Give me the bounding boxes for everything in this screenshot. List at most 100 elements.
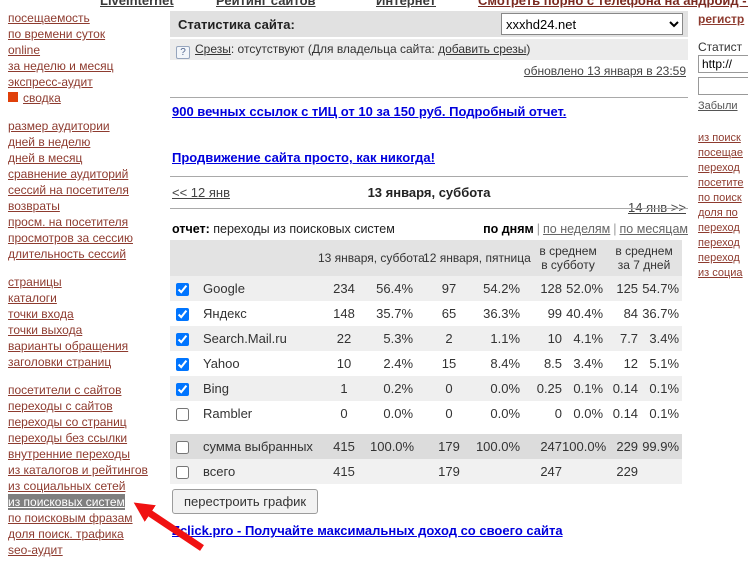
prev-day-link[interactable]: << 12 янв	[172, 185, 230, 200]
right-link[interactable]: переход	[698, 162, 740, 174]
sidebar-link[interactable]: переходы без ссылки	[8, 431, 128, 445]
sidebar-link[interactable]: доля поиск. трафика	[8, 527, 124, 541]
password-input[interactable]	[698, 77, 748, 95]
sidebar-link[interactable]: каталоги	[8, 291, 57, 305]
avg-7d: 12	[606, 351, 639, 376]
pct-day1: 56.4%	[370, 276, 424, 301]
sidebar-link[interactable]: страницы	[8, 275, 62, 289]
row-checkbox[interactable]	[176, 441, 189, 455]
sidebar-link[interactable]: сессий на посетителя	[8, 183, 129, 197]
row-checkbox[interactable]	[176, 308, 189, 322]
top-nav-internet[interactable]: Интернет	[376, 0, 437, 8]
avg-sat-pct: 52.0%	[562, 276, 607, 301]
pct-day1	[370, 459, 424, 484]
table-row-mailru: Search.Mail.ru 22 5.3% 2 1.1% 10 4.1% 7.…	[170, 326, 683, 351]
row-checkbox[interactable]	[176, 358, 189, 372]
ad-link-promotion[interactable]: Продвижение сайта просто, как никогда!	[172, 150, 435, 165]
top-nav-ad-link[interactable]: Смотреть порно с телефона на андроид - h…	[478, 0, 748, 8]
sidebar-link[interactable]: посетители с сайтов	[8, 383, 122, 397]
register-link[interactable]: регистр	[698, 12, 745, 26]
view-by-month[interactable]: по месяцам	[619, 222, 688, 236]
sidebar-link[interactable]: seo-аудит	[8, 543, 63, 557]
right-link[interactable]: переход	[698, 237, 740, 249]
row-checkbox[interactable]	[176, 333, 189, 347]
sidebar-link[interactable]: дней в неделю	[8, 135, 91, 149]
row-checkbox[interactable]	[176, 466, 189, 480]
site-select[interactable]: xxxhd24.net	[501, 13, 683, 35]
right-link[interactable]: доля по	[698, 207, 738, 219]
sidebar-link[interactable]: точки выхода	[8, 323, 83, 337]
right-link[interactable]: переход	[698, 222, 740, 234]
sidebar-link[interactable]: переходы с сайтов	[8, 399, 113, 413]
sidebar-link[interactable]: экспресс-аудит	[8, 75, 93, 89]
sidebar-link[interactable]: посещаемость	[8, 11, 90, 25]
sidebar-link[interactable]: по времени суток	[8, 27, 106, 41]
forgot-password-link[interactable]: Забыли	[698, 100, 738, 112]
sidebar-link[interactable]: дней в месяц	[8, 151, 83, 165]
help-icon[interactable]: ?	[176, 46, 190, 59]
view-by-day[interactable]: по дням	[483, 222, 534, 236]
right-link[interactable]: из социа	[698, 267, 743, 279]
top-nav-rating[interactable]: Рейтинг сайтов	[216, 0, 316, 8]
zclick-link[interactable]: Zclick.pro - Получайте максимальных дохо…	[172, 523, 563, 538]
table-row-google: Google 234 56.4% 97 54.2% 128 52.0% 125 …	[170, 276, 683, 301]
sidebar-group-traffic: посещаемость по времени суток online за …	[8, 10, 168, 106]
table-row-rambler: Rambler 0 0.0% 0 0.0% 0 0.0% 0.14 0.1%	[170, 401, 683, 426]
avg-7d: 229	[606, 434, 639, 459]
stats-header-bar: Статистика сайта: xxxhd24.net	[170, 11, 688, 37]
sidebar-link-summary[interactable]: сводка	[8, 90, 61, 106]
sidebar-link[interactable]: из социальных сетей	[8, 479, 126, 493]
right-link[interactable]: посещае	[698, 147, 743, 159]
count-day1: 234	[318, 276, 370, 301]
sidebar-link[interactable]: сравнение аудиторий	[8, 167, 129, 181]
sidebar-link[interactable]: из каталогов и рейтингов	[8, 463, 148, 477]
pct-day1: 0.2%	[370, 376, 424, 401]
sidebar-link[interactable]: длительность сессий	[8, 247, 127, 261]
pct-day1: 0.0%	[370, 401, 424, 426]
page-title: Статистика сайта:	[178, 17, 295, 32]
sidebar-link[interactable]: за неделю и месяц	[8, 59, 114, 73]
col-header-avg-sat: в среднем в субботу	[530, 240, 607, 276]
sidebar-link[interactable]: заголовки страниц	[8, 355, 112, 369]
sidebar-item-search-engines-selected[interactable]: из поисковых систем	[8, 494, 125, 510]
next-day-link[interactable]: 14 янв >>	[628, 200, 686, 215]
sidebar-link[interactable]: размер аудитории	[8, 119, 110, 133]
slices-link[interactable]: Срезы	[195, 42, 231, 56]
sidebar-link[interactable]: просм. на посетителя	[8, 215, 129, 229]
ad-link-backlinks[interactable]: 900 вечных ссылок с тИЦ от 10 за 150 руб…	[172, 104, 567, 119]
sidebar-link[interactable]: варианты обращения	[8, 339, 129, 353]
spacer-row	[170, 426, 683, 434]
count-day1: 148	[318, 301, 370, 326]
sidebar-link[interactable]: online	[8, 43, 41, 57]
sidebar-link[interactable]: переходы со страниц	[8, 415, 127, 429]
engine-name: Yahoo	[198, 351, 318, 376]
right-link[interactable]: из поиск	[698, 132, 741, 144]
site-url-input[interactable]	[698, 55, 748, 73]
top-nav-liveinternet[interactable]: LiveInternet	[100, 0, 174, 8]
sidebar-link[interactable]: возвраты	[8, 199, 60, 213]
rebuild-chart-button[interactable]: перестроить график	[172, 489, 319, 514]
report-name: переходы из поисковых систем	[209, 222, 395, 236]
sidebar-link[interactable]: просмотров за сессию	[8, 231, 133, 245]
view-by-week[interactable]: по неделям	[543, 222, 611, 236]
right-link[interactable]: переход	[698, 252, 740, 264]
sidebar-link[interactable]: точки входа	[8, 307, 74, 321]
avg-sat-pct: 4.1%	[562, 326, 607, 351]
orange-square-icon	[8, 92, 18, 102]
right-link[interactable]: по поиск	[698, 192, 742, 204]
updated-link[interactable]: обновлено 13 января в 23:59	[523, 64, 686, 78]
sidebar-group-referrals: посетители с сайтов переходы с сайтов пе…	[8, 382, 168, 558]
sidebar-link[interactable]: внутренние переходы	[8, 447, 130, 461]
avg-sat-pct: 100.0%	[562, 434, 606, 459]
sidebar-group-audience: размер аудитории дней в неделю дней в ме…	[8, 118, 168, 262]
ad-row-1: 900 вечных ссылок с тИЦ от 10 за 150 руб…	[172, 104, 566, 119]
avg-sat: 0	[530, 401, 563, 426]
row-checkbox[interactable]	[176, 283, 189, 297]
count-day2: 0	[423, 376, 476, 401]
sidebar-link[interactable]: по поисковым фразам	[8, 511, 133, 525]
add-slices-link[interactable]: добавить срезы	[438, 42, 527, 56]
right-link[interactable]: посетите	[698, 177, 744, 189]
row-checkbox[interactable]	[176, 408, 189, 422]
avg-sat-pct: 0.1%	[562, 376, 607, 401]
row-checkbox[interactable]	[176, 383, 189, 397]
